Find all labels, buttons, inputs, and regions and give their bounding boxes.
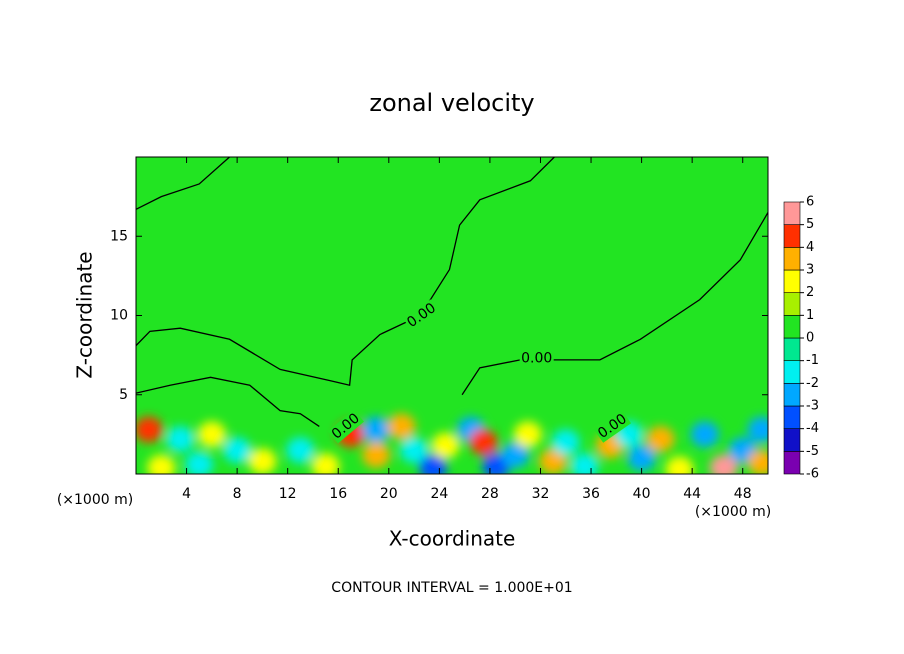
x-tick-label: 16 xyxy=(329,486,347,502)
y-tick-label: 5 xyxy=(119,387,128,403)
field-background xyxy=(136,157,768,474)
x-tick-label: 24 xyxy=(430,486,448,502)
x-tick-label: 12 xyxy=(279,486,297,502)
field-blob xyxy=(747,416,768,443)
contour-label: 0.00 xyxy=(521,350,552,366)
contour-label-bg xyxy=(327,409,364,444)
colorbar-cell xyxy=(783,292,801,316)
colorbar-tick-label: -5 xyxy=(806,444,819,459)
field-blob xyxy=(419,454,448,474)
field-blob xyxy=(646,426,675,453)
contour-line xyxy=(461,212,768,396)
colorbar-cell xyxy=(783,269,801,293)
field-blob xyxy=(627,445,656,472)
x-tick-label: 48 xyxy=(734,486,752,502)
colorbar-cell xyxy=(783,201,801,225)
colorbar-tick-label: 1 xyxy=(806,308,814,323)
colorbar-cell xyxy=(783,224,801,248)
colorbar-cell xyxy=(783,405,801,429)
contour-label-bg xyxy=(519,350,554,367)
colorbar-tick-label: 6 xyxy=(806,195,814,210)
field-blob xyxy=(223,437,252,464)
colorbar-tick-label: -1 xyxy=(806,353,819,368)
colorbar-tick-label: 2 xyxy=(806,285,814,300)
field-blob xyxy=(501,441,530,468)
field-blob xyxy=(362,441,391,468)
colorbar-tick-label: 4 xyxy=(806,240,814,255)
plot-area: 0.000.000.00 0.00 xyxy=(136,157,768,474)
field-blob xyxy=(747,449,768,474)
contour-line xyxy=(136,376,320,427)
x-unit-label: (×1000 m) xyxy=(695,504,771,520)
field-blob xyxy=(362,416,391,443)
contour-label-bg xyxy=(594,410,632,443)
colorbar-cell xyxy=(783,383,801,407)
field-blob xyxy=(400,437,429,464)
field-blob xyxy=(431,432,460,459)
field-blob xyxy=(709,454,738,474)
field-blob xyxy=(147,454,176,474)
chart-title: zonal velocity xyxy=(369,89,534,117)
colorbar-cell xyxy=(783,360,801,384)
field-blob xyxy=(570,453,599,474)
field-blob xyxy=(665,456,694,474)
x-unit-label: (×1000 m) xyxy=(57,492,133,508)
x-tick-label: 40 xyxy=(633,486,651,502)
field-blob xyxy=(248,448,277,474)
y-tick-label: 15 xyxy=(110,228,128,244)
field-blob xyxy=(469,429,498,456)
colorbar-cell xyxy=(783,315,801,339)
field-blob xyxy=(136,416,163,443)
colorbar-tick-label: -2 xyxy=(806,376,819,391)
contour-label-bg xyxy=(403,299,441,332)
colorbar-cell xyxy=(783,428,801,452)
field-blob xyxy=(311,453,340,474)
colorbar-cell xyxy=(783,247,801,271)
field-blob xyxy=(387,413,416,440)
x-tick-label: 8 xyxy=(233,486,242,502)
x-tick-label: 4 xyxy=(182,486,191,502)
colorbar-tick-label: -6 xyxy=(806,467,819,482)
field-blob xyxy=(513,421,542,448)
contour-line xyxy=(136,157,230,210)
colorbar-tick-label: -4 xyxy=(806,421,819,436)
footnote: CONTOUR INTERVAL = 1.000E+01 xyxy=(331,580,572,596)
field-blob xyxy=(197,421,226,448)
contour-line xyxy=(136,157,555,387)
colorbar-tick-label: 5 xyxy=(806,217,814,232)
colorbar-tick-label: 0 xyxy=(806,331,814,346)
field-blob xyxy=(286,437,315,464)
colorbar-tick-label: -3 xyxy=(806,399,819,414)
x-axis-label: X-coordinate xyxy=(389,527,516,551)
x-tick-label: 36 xyxy=(582,486,600,502)
colorbar-tick-label: 3 xyxy=(806,263,814,278)
field-blob xyxy=(690,421,719,448)
field-blob xyxy=(539,448,568,474)
y-tick-label: 10 xyxy=(110,308,128,324)
field-blob xyxy=(185,451,214,474)
field-blob xyxy=(551,429,580,456)
x-tick-label: 32 xyxy=(532,486,550,502)
colorbar-cell xyxy=(783,451,801,475)
x-tick-label: 20 xyxy=(380,486,398,502)
y-axis-label: Z-coordinate xyxy=(73,251,97,378)
x-tick-label: 44 xyxy=(683,486,701,502)
colorbar-cell xyxy=(783,337,801,361)
field-blob xyxy=(166,426,195,453)
x-tick-label: 28 xyxy=(481,486,499,502)
